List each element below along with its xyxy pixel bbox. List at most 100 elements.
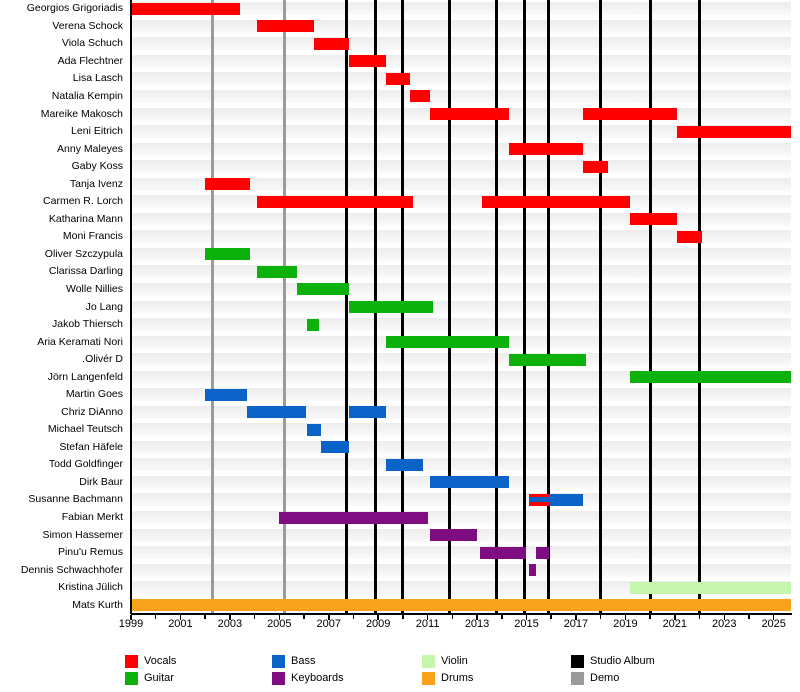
timeline-bar (548, 493, 584, 506)
timeline-bar (296, 283, 349, 296)
axis-tick (550, 615, 552, 619)
timeline-bar (583, 160, 609, 173)
row-band (131, 142, 791, 156)
member-label: Gaby Koss (71, 160, 123, 173)
axis-tick-label: 2023 (712, 618, 737, 630)
axis-tick (130, 615, 132, 620)
studio-album-line (599, 0, 603, 614)
row-band (131, 511, 791, 524)
row-band (131, 37, 791, 51)
timeline-bar (131, 599, 791, 612)
member-label: Ada Flechtner (57, 54, 123, 67)
member-label: Dennis Schwachhofer (20, 563, 123, 576)
row-band (131, 160, 791, 174)
row-band (131, 230, 791, 244)
axis-tick (426, 615, 429, 620)
timeline-bar (677, 230, 702, 243)
member-label: Aria Keramati Nori (37, 335, 123, 348)
member-labels-column: Georgios Grigoriadis Verena Schock Viola S… (0, 0, 127, 614)
member-label: Georgios Grigoriadis (26, 2, 123, 15)
timeline-bar (430, 108, 510, 121)
member-label: Olivér D. (82, 353, 123, 366)
timeline-bar (630, 371, 791, 384)
axis-tick-label: 2013 (464, 618, 490, 630)
row-band (131, 247, 791, 261)
member-label: Jo Lang (85, 300, 123, 313)
member-label: Oliver Szczypula (44, 247, 123, 260)
member-label: Natalia Kempin (51, 89, 123, 102)
timeline-bar (630, 581, 791, 594)
axis-tick-label: 2003 (217, 618, 243, 630)
axis-tick (253, 615, 256, 619)
axis-tick (476, 615, 478, 620)
axis-tick (303, 615, 305, 619)
member-label: Wolle Nillies (66, 282, 123, 295)
row-band (131, 195, 791, 209)
timeline-bar (257, 265, 297, 278)
row-band (131, 388, 791, 402)
axis-tick (402, 615, 404, 619)
row-band (131, 493, 791, 507)
member-label: Jakob Thiersch (51, 318, 123, 331)
member-label: Simon Hassemer (42, 528, 123, 541)
timeline-bar (279, 511, 428, 524)
axis-tick (352, 615, 355, 619)
member-label: Kristina Jülich (58, 581, 123, 594)
row-band (131, 177, 791, 191)
timeline-bar (247, 406, 307, 419)
axis-tick-label: 2017 (563, 618, 589, 630)
timeline-bar (205, 388, 248, 401)
studio-album-line (648, 0, 652, 614)
timeline-bar (482, 195, 631, 208)
member-label: Verena Schock (52, 19, 123, 32)
timeline-bar (257, 195, 413, 208)
row-band (131, 265, 791, 279)
legend-swatch-keyboards (272, 672, 285, 685)
row-band (131, 370, 791, 384)
member-label: Lisa Lasch (72, 72, 123, 85)
studio-album-line (448, 0, 452, 614)
timeline-bar (348, 55, 386, 68)
y-axis-line (130, 0, 132, 614)
timeline-bar (479, 546, 527, 559)
legend-swatch-guitar (125, 672, 138, 685)
studio-album-line (522, 0, 526, 614)
legend-label-studio_album: Studio Album (590, 655, 655, 667)
timeline-bar (430, 529, 478, 542)
axis-tick (674, 615, 676, 620)
demo-line (283, 0, 286, 614)
row-band (131, 581, 791, 595)
row-band (131, 54, 791, 68)
axis-tick-label: 2019 (613, 618, 638, 630)
legend-swatch-violin (422, 655, 435, 668)
axis-tick-label: 2021 (662, 618, 688, 630)
axis-tick-label: 2009 (365, 618, 391, 630)
studio-album-line (344, 0, 348, 614)
member-label: Martin Goes (65, 388, 123, 401)
legend-label-vocals: Vocals (144, 655, 177, 667)
row-band (131, 125, 791, 139)
legend-label-keyboards: Keyboards (291, 672, 344, 684)
member-label: Susanne Bachmann (28, 493, 123, 506)
row-band (131, 458, 791, 472)
legend-swatch-demo (571, 672, 584, 685)
row-band (131, 2, 791, 16)
axis-tick-label: 1999 (118, 618, 144, 630)
dual-role-stripe (528, 497, 549, 503)
timeline-bar (410, 90, 431, 103)
timeline-bar (509, 143, 584, 156)
member-label: Pinu'u Remus (57, 546, 123, 559)
member-label: Michael Teutsch (47, 423, 123, 436)
row-band (131, 212, 791, 226)
axis-tick (154, 615, 157, 619)
axis-tick (377, 615, 379, 620)
row-band (131, 89, 791, 103)
timeline-bar (313, 37, 349, 50)
member-label: Leni Eitrich (71, 125, 123, 138)
member-label: Todd Goldfinger (48, 458, 123, 471)
plot-area (131, 0, 791, 614)
member-label: Katharina Mann (48, 212, 123, 225)
timeline-bar (677, 125, 791, 138)
axis-tick-label: 2025 (761, 618, 786, 630)
timeline-bar (348, 406, 386, 419)
